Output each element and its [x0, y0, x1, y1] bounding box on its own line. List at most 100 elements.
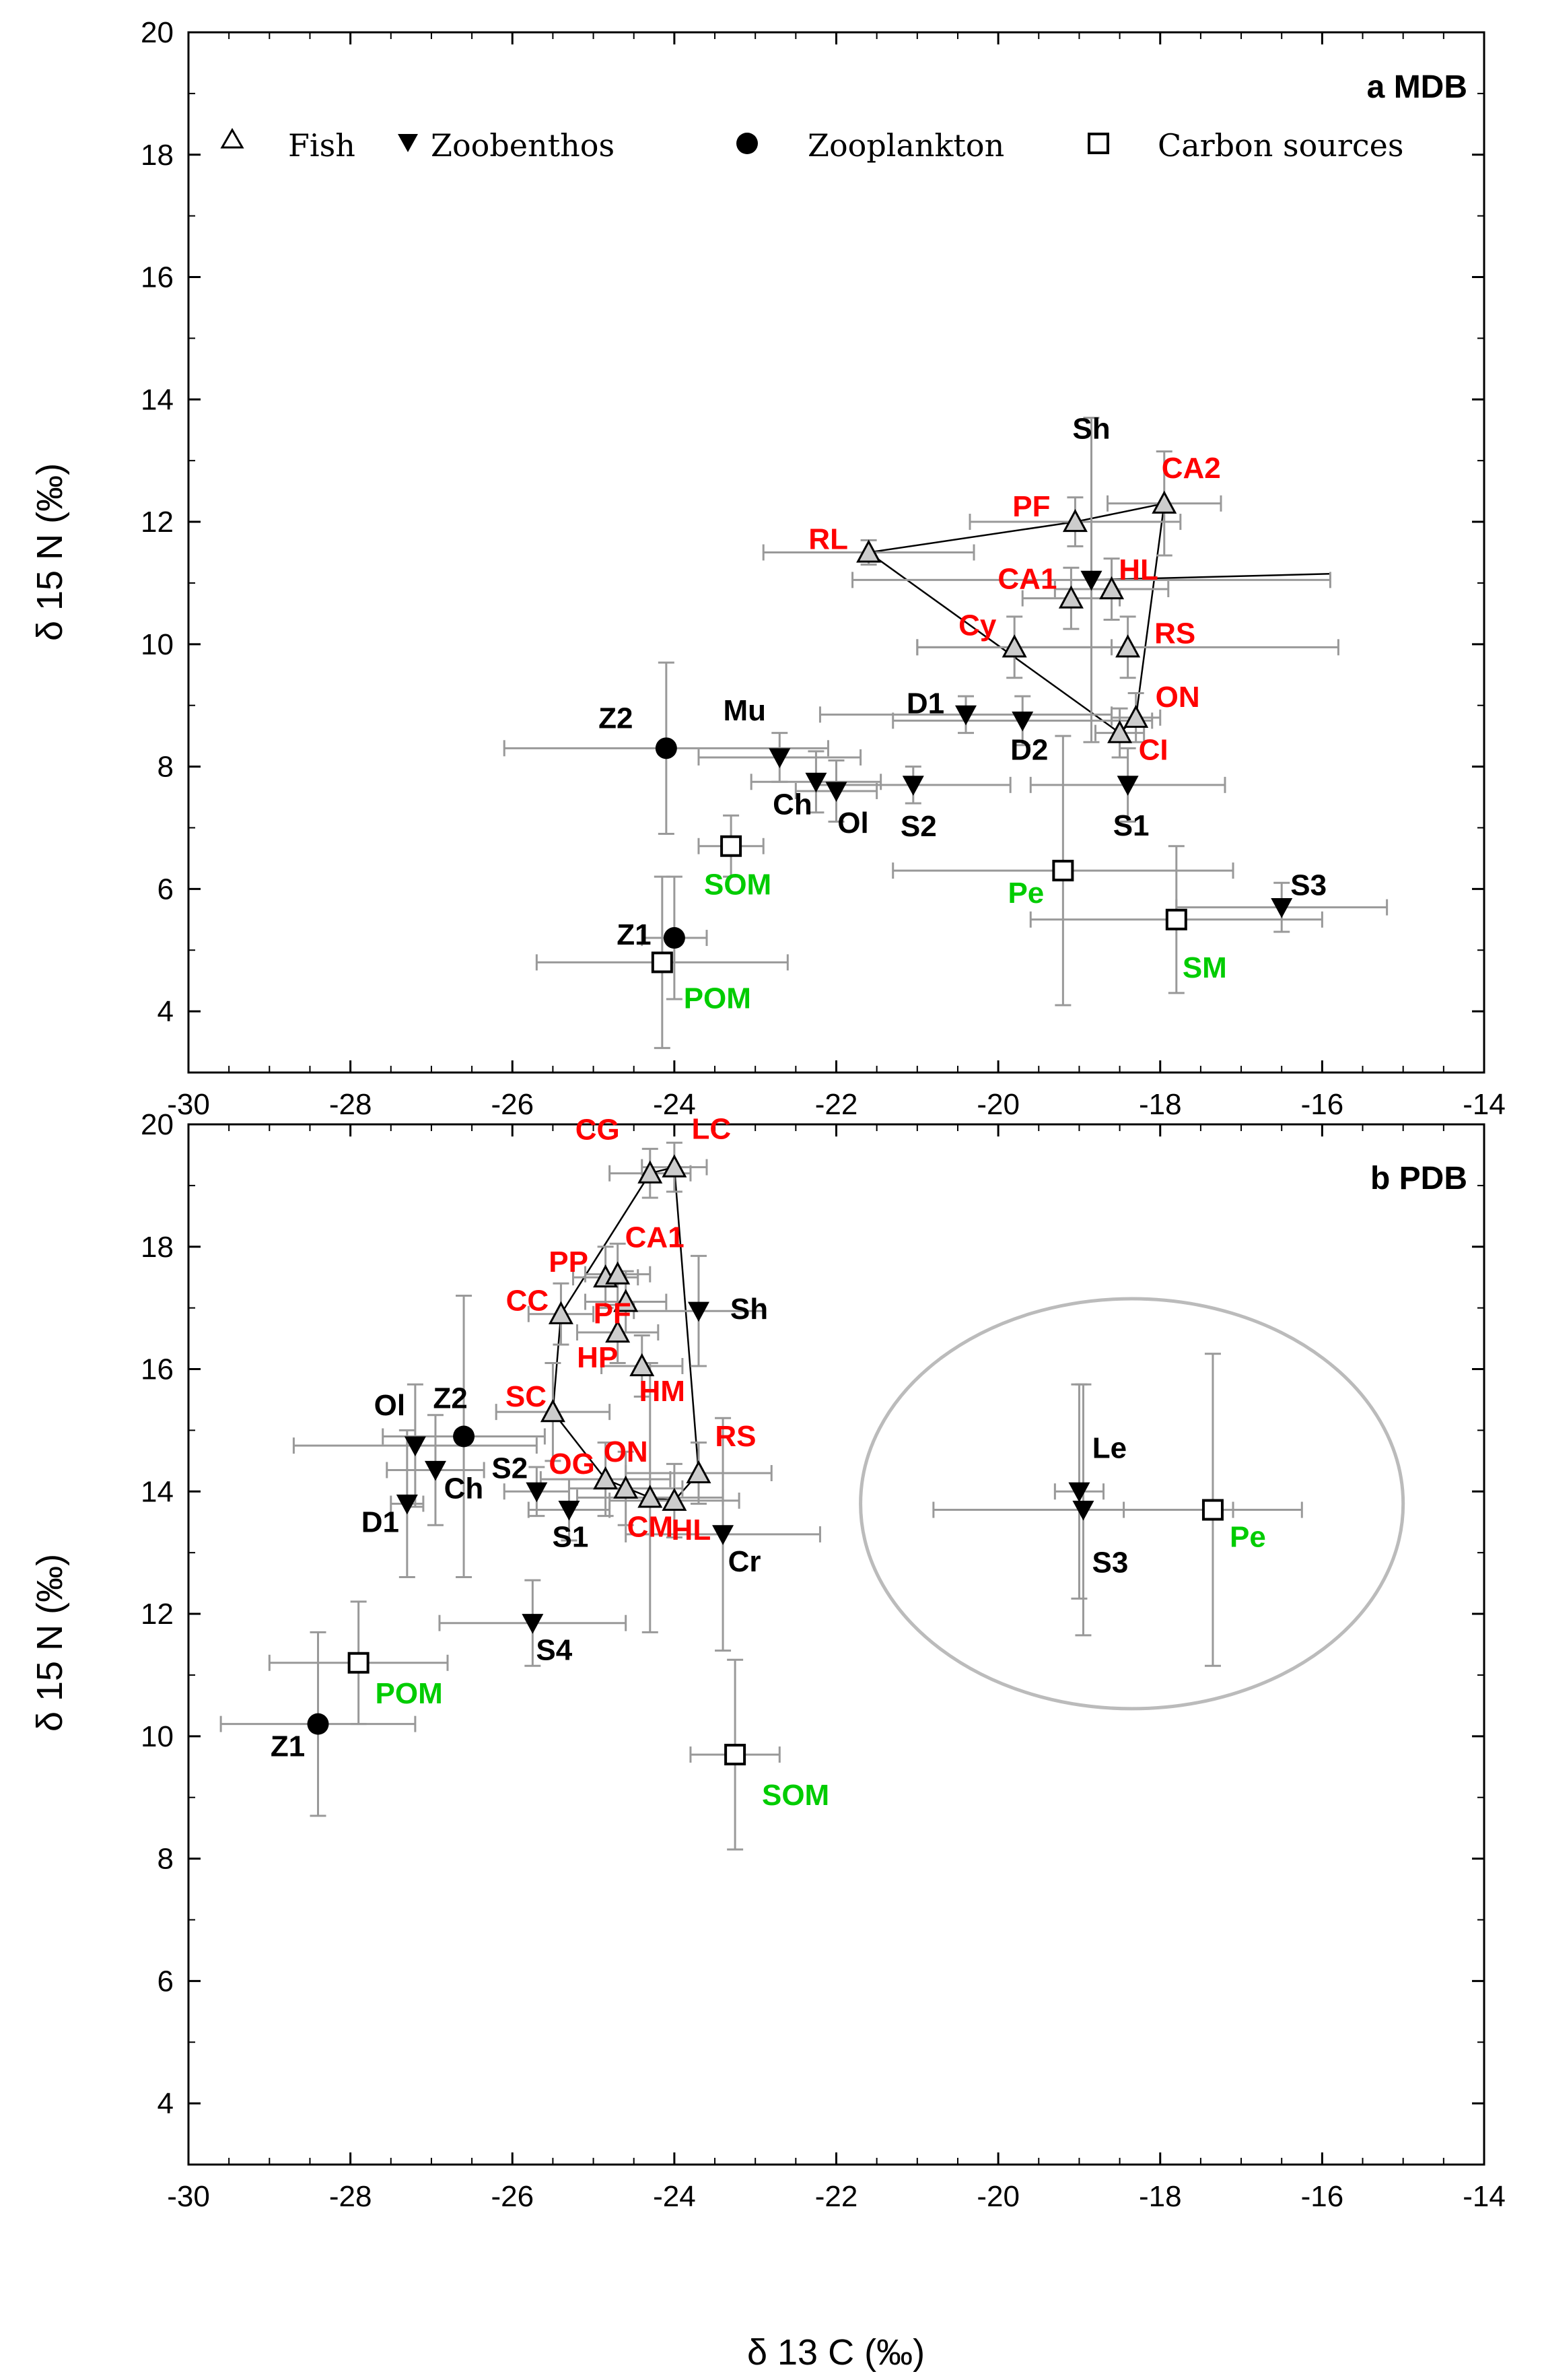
point-d1-marker [396, 1494, 418, 1515]
x-tick-label: -14 [1463, 2180, 1506, 2213]
point-mu-label: Mu [724, 694, 767, 727]
point-sh-marker [687, 1301, 709, 1322]
point-d1-marker [955, 705, 977, 726]
legend-carbon-marker [1088, 133, 1109, 154]
x-tick-label: -26 [491, 1088, 534, 1121]
x-tick-label: -22 [815, 2180, 858, 2213]
y-tick-label: 6 [157, 1965, 174, 1998]
point-ch-label: Ch [444, 1472, 484, 1505]
point-som-label: SOM [704, 869, 771, 902]
point-sc-marker [540, 1398, 565, 1423]
panel-b-markers [307, 1154, 1224, 1766]
point-hp-label: HP [577, 1341, 618, 1374]
point-s4-label: S4 [536, 1634, 572, 1667]
sh-horizontal-line [1091, 573, 1331, 581]
x-tick-label: -14 [1463, 1088, 1506, 1121]
panel-a-title: a MDB [1367, 69, 1467, 105]
point-s1-label: S1 [553, 1521, 589, 1554]
y-tick-label: 20 [141, 1108, 174, 1141]
point-cc-marker [548, 1301, 573, 1324]
x-tick-label: -30 [167, 1088, 210, 1121]
point-rl-marker [856, 539, 882, 563]
point-som-marker [720, 835, 742, 857]
point-s2-label: S2 [491, 1452, 528, 1485]
point-cg-marker [637, 1160, 663, 1184]
point-cr-marker [712, 1525, 734, 1545]
point-hm-label: HM [639, 1375, 685, 1408]
point-s2-label: S2 [901, 810, 937, 843]
x-tick-label: -30 [167, 2180, 210, 2213]
point-rs-label: RS [1154, 617, 1195, 650]
point-ol-label: Ol [374, 1389, 405, 1422]
point-z2-marker [453, 1425, 475, 1448]
panel-b-title: b PDB [1370, 1161, 1467, 1196]
point-rs-marker [1115, 634, 1141, 658]
point-s1-marker [1117, 776, 1139, 796]
point-pf-label: PF [594, 1297, 631, 1330]
point-ol-marker [404, 1436, 426, 1457]
point-sh-marker [1080, 570, 1102, 591]
point-on-marker [1123, 704, 1149, 728]
point-ch-label: Ch [773, 788, 812, 821]
point-sm-marker [1165, 908, 1187, 930]
point-d2-marker [1012, 711, 1034, 732]
point-hl-marker [1099, 576, 1125, 600]
point-ca2-marker [1152, 490, 1177, 514]
panel-b-frame [187, 1123, 1485, 2166]
point-s1-marker [558, 1500, 580, 1521]
y-tick-label: 4 [157, 2087, 174, 2120]
point-pf-marker [613, 1289, 639, 1312]
point-cm-label: CM [627, 1510, 673, 1543]
point-ci-label: CI [1139, 734, 1168, 767]
legend-zooplankton-marker [736, 133, 758, 154]
point-hl-marker [662, 1487, 687, 1511]
x-tick-label: -24 [653, 2180, 696, 2213]
point-cr-label: Cr [728, 1545, 761, 1578]
point-cy-marker [1002, 634, 1027, 658]
x-tick-label: -24 [653, 1088, 696, 1121]
y-axis-title-a: δ 15 N (‰) [30, 463, 70, 641]
point-pp-label: PP [549, 1246, 588, 1279]
point-cy-label: Cy [958, 609, 997, 642]
point-s1-label: S1 [1113, 809, 1150, 842]
x-tick-label: -28 [329, 2180, 372, 2213]
point-rs-label: RS [715, 1420, 756, 1453]
y-tick-label: 18 [141, 1231, 174, 1264]
point-hl-label: HL [672, 1514, 711, 1546]
point-lc-label: LC [692, 1113, 732, 1146]
point-s3-marker [1271, 898, 1293, 918]
point-pe-label: Pe [1008, 877, 1044, 910]
panel-b-error-bars [219, 1141, 1303, 1851]
point-sm-label: SM [1183, 951, 1227, 984]
x-tick-label: -20 [977, 2180, 1020, 2213]
legend-fish-label: Fish [288, 127, 355, 164]
point-ci-marker [1107, 720, 1133, 743]
x-tick-label: -16 [1301, 1088, 1344, 1121]
point-on-label: ON [604, 1435, 648, 1468]
x-tick-label: -16 [1301, 2180, 1344, 2213]
point-pe-label: Pe [1230, 1521, 1266, 1554]
point-ol-marker [825, 782, 847, 802]
point-s4-marker [522, 1614, 544, 1634]
panel-b-ticks: -30 -28 -26 -24 -22 -20 -18 -16 -14 4 6 8 10 12 14 16 18… [141, 1108, 1506, 2213]
point-rs-marker [686, 1460, 711, 1484]
point-s3-label: S3 [1092, 1546, 1129, 1579]
x-tick-label: -28 [329, 1088, 372, 1121]
point-pe-marker [1052, 860, 1074, 882]
outlier-ellipse [859, 1297, 1405, 1711]
point-d2-label: D2 [1010, 733, 1048, 766]
point-ca1-label: CA1 [625, 1221, 685, 1254]
point-cm-marker [637, 1485, 663, 1508]
point-mu-marker [769, 748, 791, 768]
point-hp-marker [605, 1319, 631, 1343]
x-tick-label: -22 [815, 1088, 858, 1121]
y-tick-label: 8 [157, 751, 174, 784]
point-s2-marker [526, 1482, 548, 1503]
point-pom-label: POM [376, 1677, 443, 1710]
point-pf-label: PF [1012, 490, 1050, 523]
point-pf-marker [1062, 508, 1088, 533]
point-sh-label: Sh [1072, 412, 1110, 445]
legend-zoobenthos-marker [398, 134, 418, 152]
